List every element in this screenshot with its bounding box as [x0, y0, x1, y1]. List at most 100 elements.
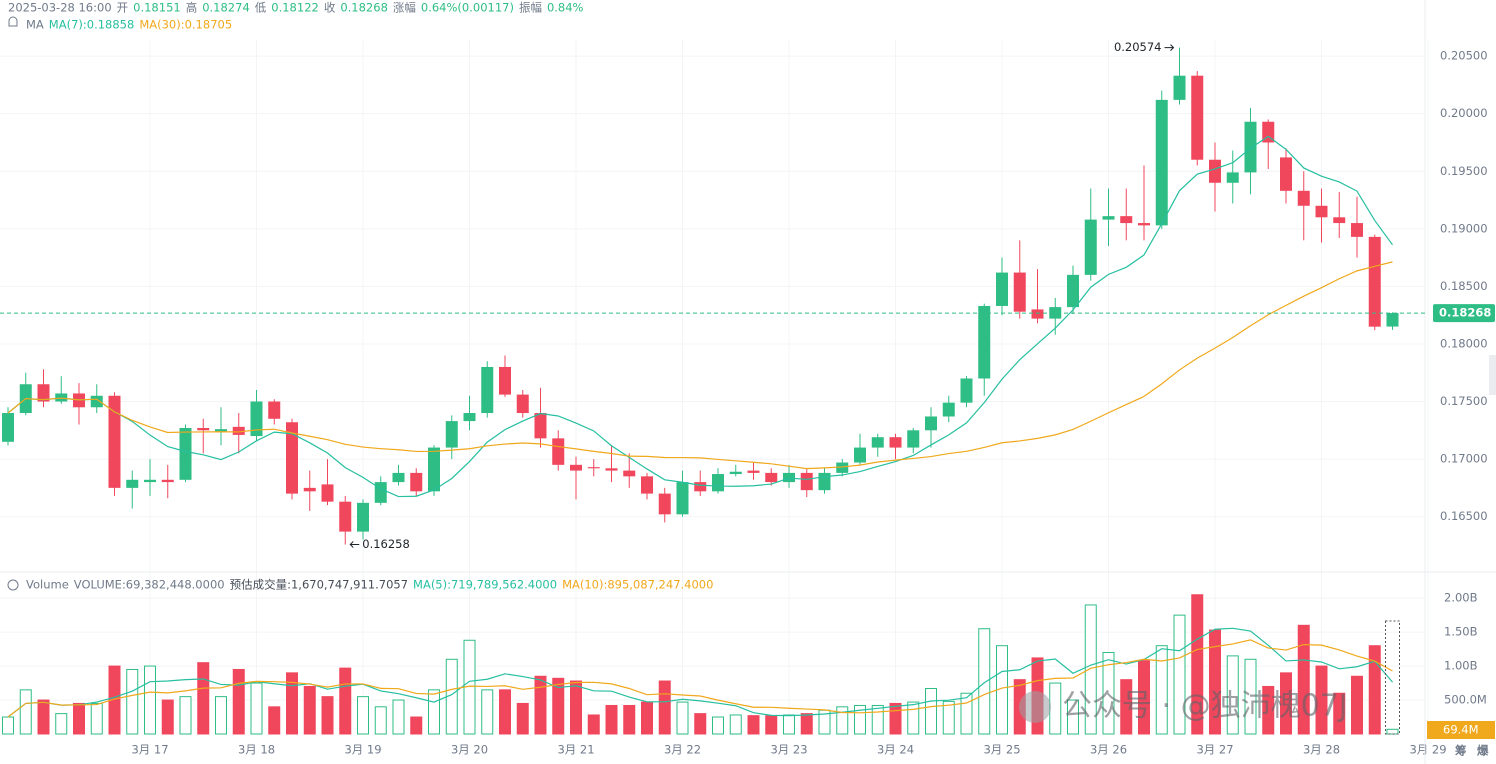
candle-body	[126, 479, 139, 488]
volume-bar	[765, 715, 778, 735]
candle-body	[1333, 217, 1346, 224]
candle-body	[942, 402, 955, 417]
candle-body	[1297, 190, 1310, 206]
candle-body	[499, 366, 511, 395]
candle-body	[197, 427, 210, 431]
volume-bar	[197, 662, 210, 735]
volume-bar	[339, 667, 352, 735]
header-value: 0.18274	[202, 1, 250, 15]
volume-bar	[658, 680, 671, 735]
volume-bar	[2, 716, 14, 735]
candle-body	[1351, 223, 1363, 237]
candle-body	[410, 472, 423, 492]
candle-body	[1262, 121, 1275, 143]
y2-tick-label: 500.0M	[1444, 693, 1487, 707]
volume-bar	[836, 706, 849, 735]
x-tick-label: 3月 20	[451, 743, 488, 757]
candle-body	[1244, 121, 1257, 173]
candle-body	[747, 470, 760, 473]
candle-body	[286, 422, 298, 494]
y2-tick-label: 2.00B	[1444, 591, 1478, 605]
volume-bar	[1173, 614, 1186, 735]
candle-body	[1280, 157, 1292, 191]
candle-body	[179, 427, 192, 480]
volume-bar	[374, 706, 387, 735]
volume-bar	[268, 706, 281, 735]
candle-body	[1226, 172, 1239, 183]
candle-body	[800, 472, 813, 491]
header-label: 收	[324, 1, 336, 15]
volume-bar	[747, 715, 760, 735]
x-tick-label: 3月 26	[1090, 743, 1127, 757]
volume-bar	[1138, 660, 1150, 735]
candle-body	[712, 474, 724, 492]
volume-bar	[428, 689, 440, 735]
candle-body	[623, 470, 636, 477]
candle-body	[818, 472, 831, 491]
x-tick-label: 3月 28	[1303, 743, 1340, 757]
ma7-line	[7, 135, 1393, 498]
x-tick-label: 3月 24	[877, 743, 914, 757]
volume-ma10-line	[7, 639, 1393, 718]
volume-bar	[516, 702, 529, 735]
arrow	[1164, 44, 1175, 51]
y-tick-label: 0.18500	[1440, 279, 1488, 293]
volume-bar	[179, 696, 192, 735]
volume-legend-title: Volume	[26, 578, 69, 592]
watermark: 公众号 · @独沛槐07J	[1062, 689, 1348, 724]
volume-bar	[800, 713, 813, 735]
volume-bar	[570, 680, 582, 735]
volume-bar	[1084, 604, 1097, 735]
volume-bar	[126, 668, 139, 735]
y-tick-label: 0.19000	[1440, 221, 1488, 235]
candle-body	[250, 401, 263, 437]
volume-icon	[7, 579, 19, 591]
candle-body	[357, 502, 369, 532]
watermark-logo	[1019, 691, 1051, 723]
volume-bar	[161, 699, 174, 735]
candle-body	[268, 401, 281, 419]
volume-bar	[250, 682, 263, 735]
candle-body	[1138, 223, 1150, 226]
volume-bar	[90, 702, 103, 735]
candle-body	[108, 395, 121, 488]
volume-bar	[392, 699, 405, 735]
volume-bar	[907, 701, 920, 735]
candle-body	[729, 471, 742, 475]
candle-body	[161, 479, 174, 483]
candle-body	[1102, 216, 1115, 220]
candle-body	[534, 413, 547, 439]
volume-bar	[641, 701, 653, 735]
y-tick-label: 0.16500	[1440, 509, 1488, 523]
y-tick-label: 0.17000	[1440, 452, 1488, 466]
candle-body	[570, 464, 582, 471]
y2-tick-label: 1.00B	[1444, 659, 1478, 673]
x-tick-label: 3月 21	[557, 743, 594, 757]
candle-body	[1120, 216, 1133, 224]
volume-bar	[694, 713, 707, 735]
candle-body	[889, 437, 902, 448]
ma-legend-item: MA(7):0.18858	[49, 18, 135, 32]
volume-bar	[144, 665, 156, 735]
header-label: 低	[255, 1, 267, 15]
volume-bar	[232, 668, 245, 735]
volume-bar	[854, 704, 866, 735]
candle-body	[854, 447, 866, 463]
volume-bar	[1368, 645, 1381, 735]
volume-bar	[783, 714, 795, 735]
header-label: 开	[117, 1, 129, 15]
candle-body	[783, 472, 795, 483]
candle-body	[1067, 274, 1079, 308]
volume-bar	[19, 689, 32, 735]
candle-body	[1368, 236, 1381, 327]
candle-body	[339, 501, 352, 532]
volume-bar	[1280, 672, 1292, 735]
header-datetime: 2025-03-28 16:00	[8, 1, 112, 15]
candle-body	[605, 468, 618, 471]
candle-body	[1386, 313, 1399, 327]
volume-bar	[552, 677, 565, 735]
header-label: 振幅	[519, 1, 542, 15]
candle-body	[516, 394, 529, 414]
volume-bar	[215, 696, 227, 735]
candle-body	[2, 413, 14, 442]
